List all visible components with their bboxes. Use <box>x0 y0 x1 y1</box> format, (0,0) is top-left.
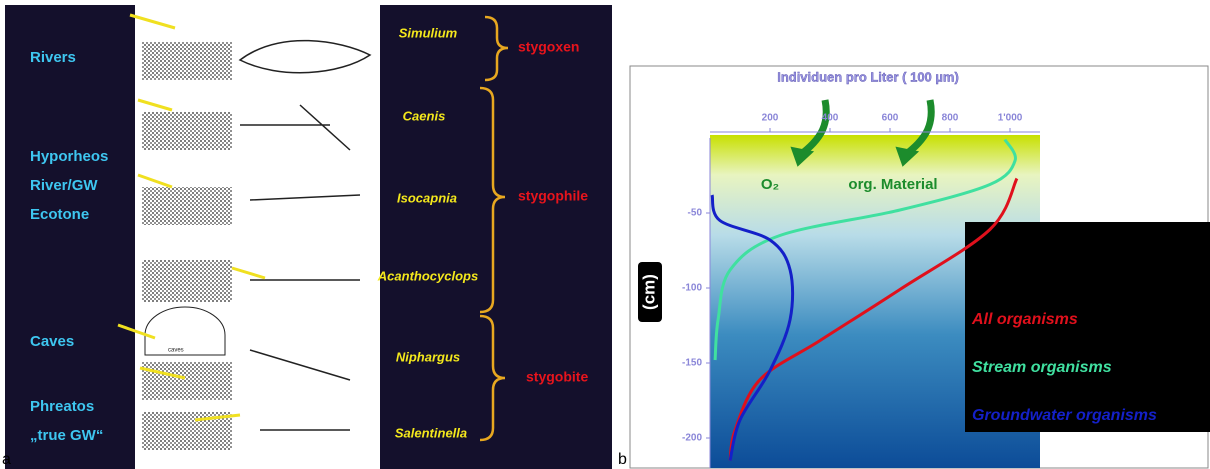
habitat: Rivers <box>30 49 76 66</box>
panel-a-left <box>5 5 135 469</box>
y-tick-label: -100 <box>682 283 702 294</box>
x-tick-label: 600 <box>882 113 899 124</box>
y-tick-label: -50 <box>688 208 703 219</box>
legend-entry: Stream organisms <box>972 359 1112 376</box>
panel-a-right <box>380 5 612 469</box>
class: stygophile <box>518 188 588 204</box>
habitat: Ecotone <box>30 206 89 223</box>
annotation: org. Material <box>848 176 937 193</box>
arrows <box>790 99 935 167</box>
x-tick-label: 800 <box>942 113 959 124</box>
y-tick-label: -150 <box>682 358 702 369</box>
x-tick-label: 200 <box>762 113 779 124</box>
species: Acanthocyclops <box>377 268 478 283</box>
x-tick-label: 1'000 <box>998 113 1023 124</box>
species: Salentinella <box>395 425 467 440</box>
braces <box>479 15 509 442</box>
panel-label: b <box>618 451 627 468</box>
series-line <box>710 194 795 461</box>
class: stygobite <box>526 369 588 385</box>
habitat: Caves <box>30 333 74 350</box>
habitat: Hyporheos <box>30 148 108 165</box>
species: Isocapnia <box>397 190 457 205</box>
habitat: Phreatos <box>30 398 94 415</box>
species: Caenis <box>403 108 446 123</box>
legend-entry: All organisms <box>971 311 1078 328</box>
panel-label: a <box>2 451 11 468</box>
y-tick-label: -200 <box>682 433 702 444</box>
series-line <box>713 138 1017 361</box>
annotation: O₂ <box>761 176 779 193</box>
habitat: „true GW“ <box>30 427 103 444</box>
legend-box <box>965 222 1210 432</box>
y-axis-label: (cm) <box>639 274 658 310</box>
legend-entry: Groundwater organisms <box>972 407 1157 424</box>
caption: caves <box>168 348 184 354</box>
y-label-box <box>638 262 662 322</box>
x-tick-label: 400 <box>822 113 839 124</box>
species: Niphargus <box>396 349 460 364</box>
class: stygoxen <box>518 39 579 55</box>
chart-title: Individuen pro Liter ( 100 µm) <box>777 69 959 84</box>
species: Simulium <box>399 25 458 40</box>
specimen-images <box>117 13 372 450</box>
habitat: River/GW <box>30 177 98 194</box>
